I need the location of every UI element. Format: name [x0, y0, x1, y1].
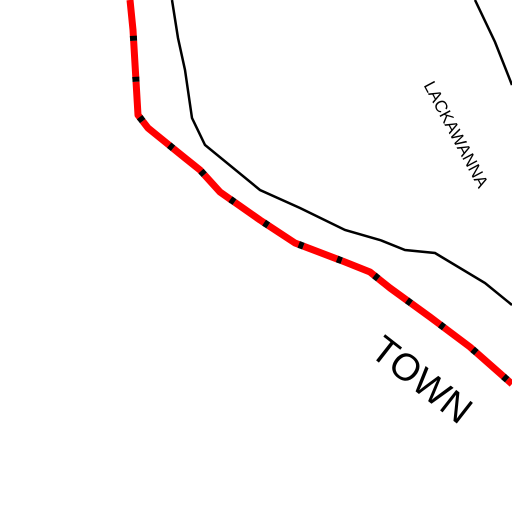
- railway: [125, 0, 512, 388]
- railway-red: [126, 0, 512, 387]
- boundary-line: [473, 0, 512, 86]
- railway-black: [126, 0, 512, 387]
- boundary-line: [170, 0, 512, 306]
